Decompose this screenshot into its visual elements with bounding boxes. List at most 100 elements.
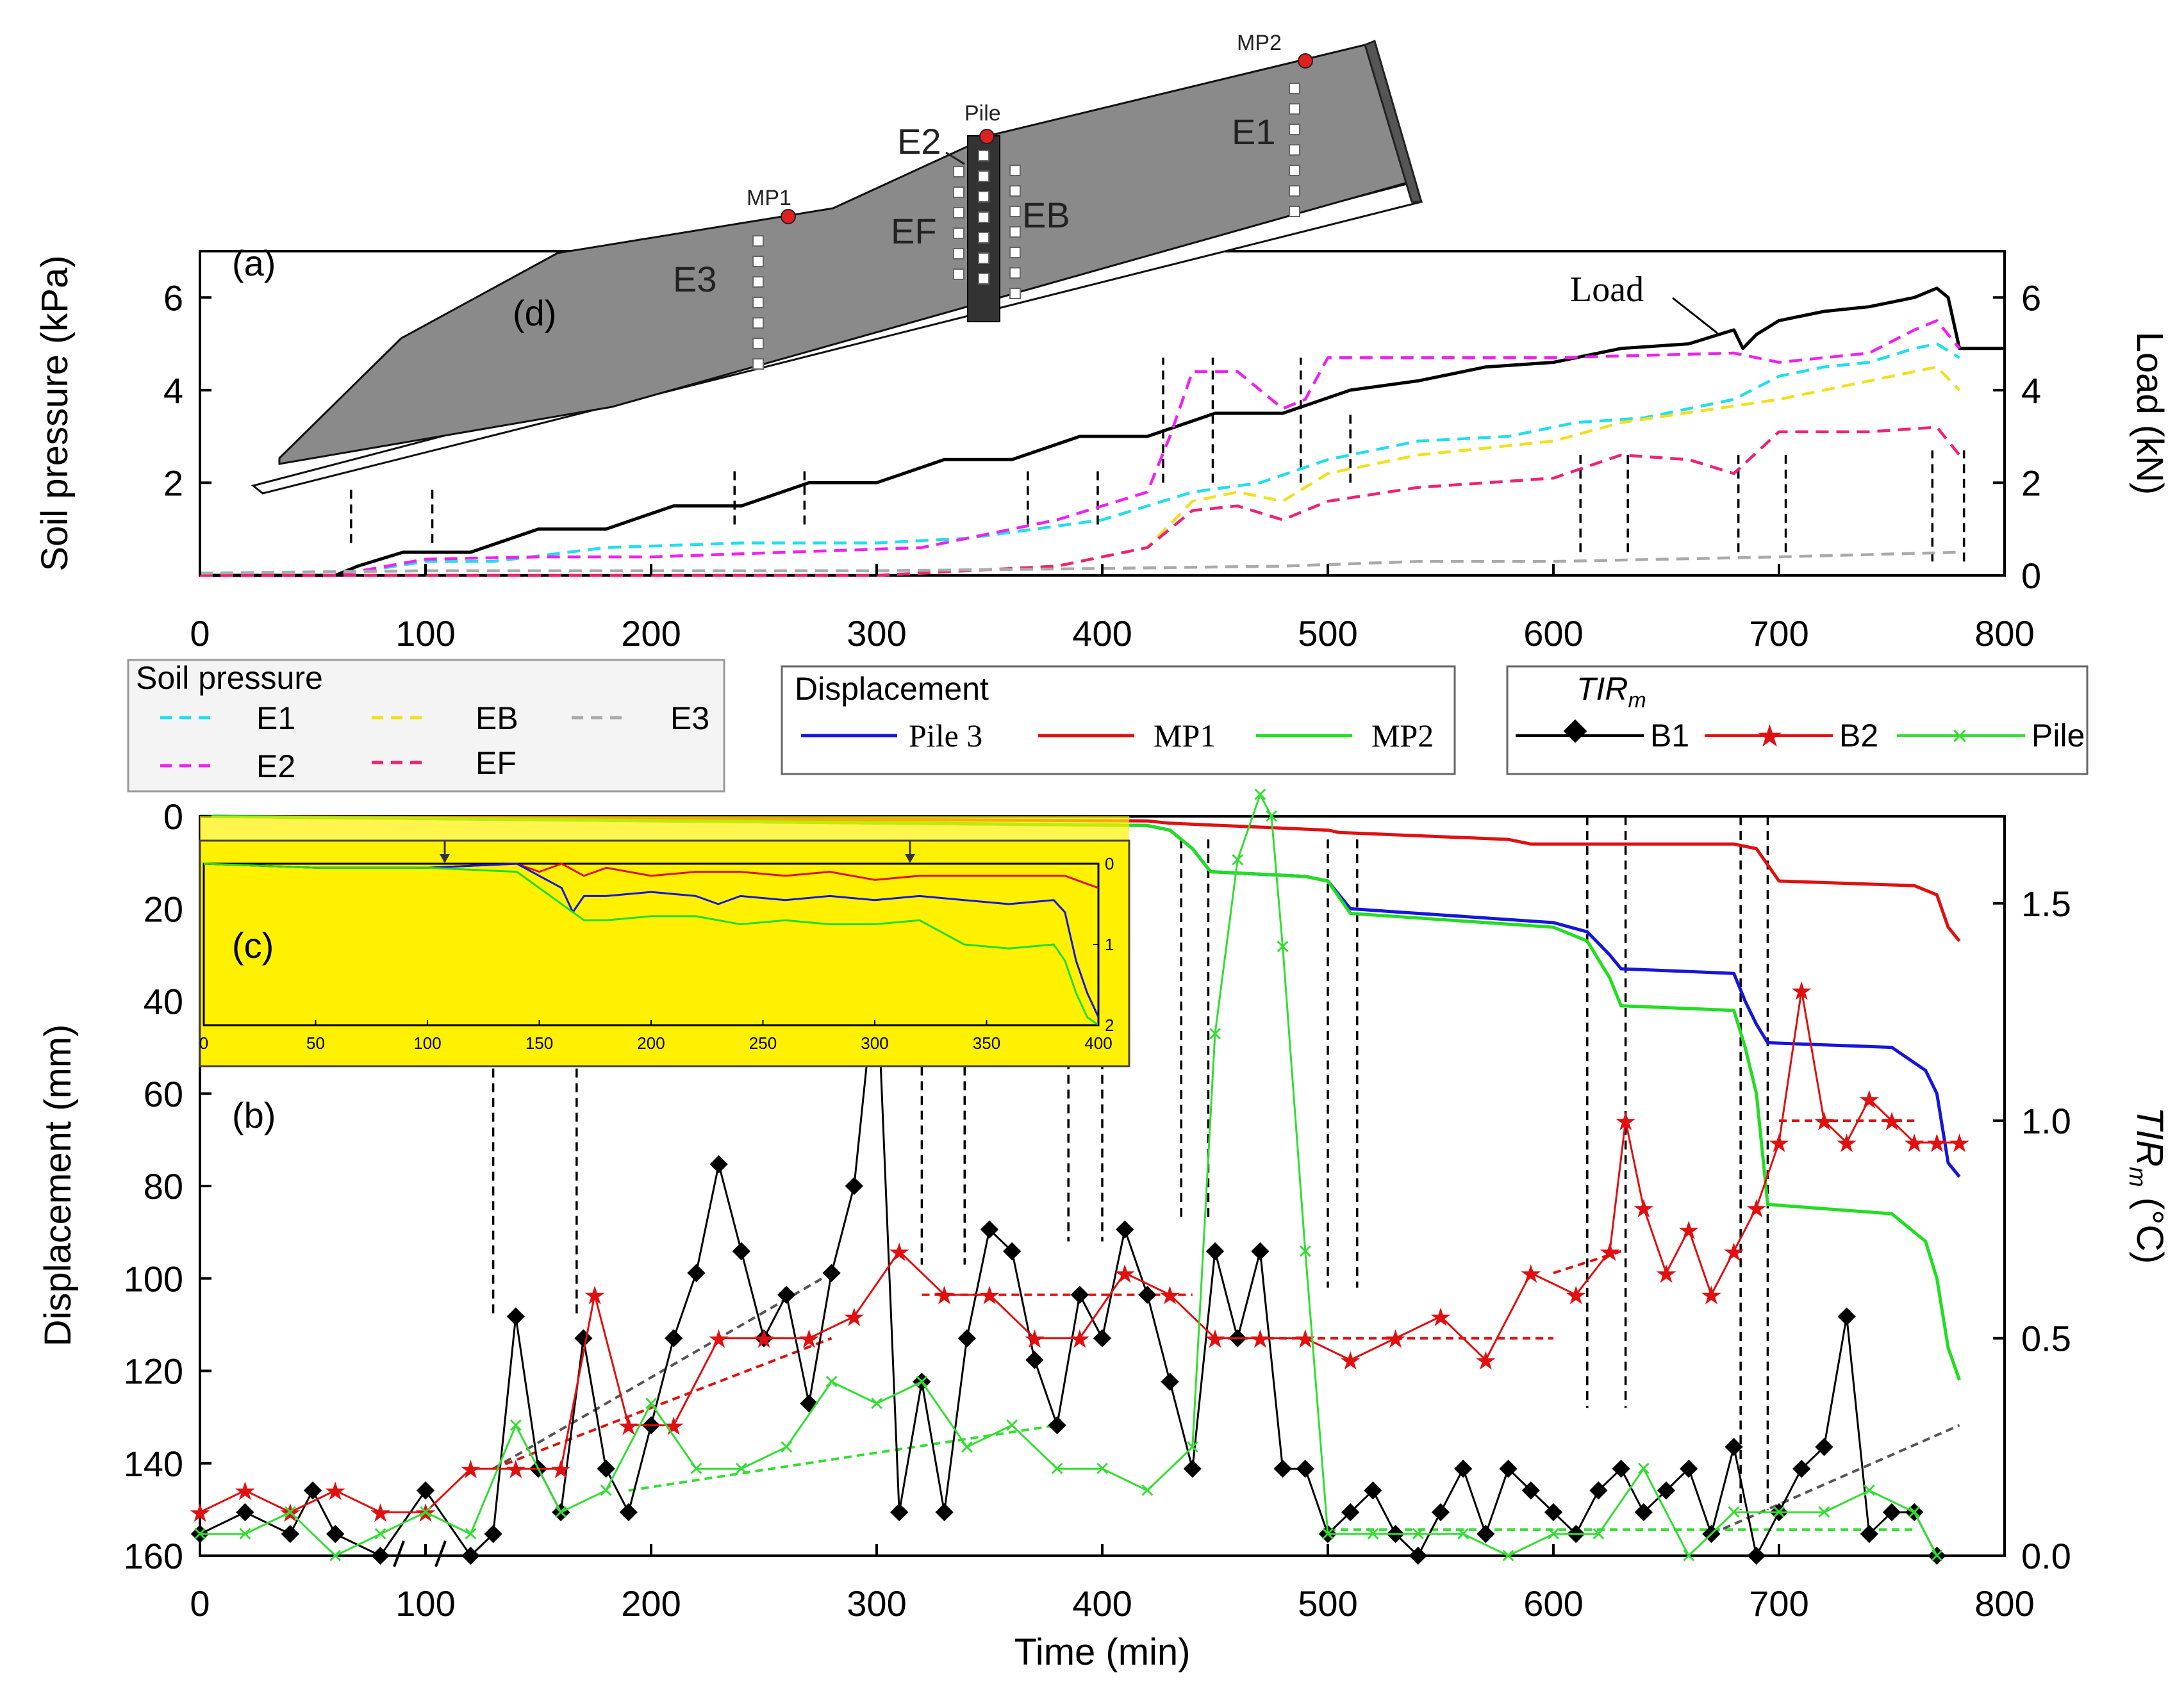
b1-point	[1612, 1460, 1630, 1478]
b1-point	[1431, 1503, 1450, 1522]
b1-point	[1161, 1372, 1179, 1391]
pile-tir-point: ×	[1456, 1520, 1471, 1548]
series-e2	[200, 319, 1961, 577]
b2-point: ★	[233, 1478, 256, 1506]
b2-point: ★	[1677, 1217, 1700, 1245]
panel-b-ytick-label: 40	[144, 982, 183, 1022]
b1-point	[665, 1329, 683, 1347]
pile-tir-point: ×	[1185, 1433, 1200, 1461]
slope-wall	[1364, 39, 1423, 203]
panel-a-series	[199, 286, 2005, 577]
b1-point	[416, 1481, 435, 1500]
b2-point: ★	[617, 1412, 640, 1440]
legend-e2: E2	[256, 748, 295, 784]
sensor-square	[978, 232, 989, 243]
pile-tir-point: ×	[1207, 1019, 1222, 1048]
panel-a-xtick-label: 300	[847, 613, 906, 654]
pile-tir-point: ×	[689, 1454, 704, 1483]
pile-tir-point: ×	[463, 1520, 478, 1548]
inset-series-mp1	[203, 862, 1099, 889]
pile-tir-point: ×	[1230, 846, 1245, 874]
sensor-square	[752, 358, 764, 370]
sensor-square	[752, 235, 764, 247]
b1-point	[980, 1220, 999, 1239]
panel-a-ytick-label: 6	[163, 277, 183, 318]
b1-point	[1138, 1285, 1157, 1304]
pile-tir-point: ×	[1726, 1498, 1741, 1526]
series-load	[200, 286, 2005, 577]
panel-a-y2tick-label: 2	[2021, 463, 2041, 503]
b1-point	[732, 1242, 750, 1260]
panel-a-marks	[350, 358, 1965, 562]
legend-pile3: Pile 3	[909, 718, 982, 754]
pile-tir-point: ×	[1366, 1520, 1380, 1548]
sensor-square	[1009, 185, 1021, 197]
sensor-grid	[752, 83, 1300, 370]
b1-point	[1070, 1285, 1089, 1304]
b2-point: ★	[1248, 1326, 1271, 1354]
panel-b-ytick-label: 20	[144, 889, 183, 929]
b2-point: ★	[188, 1499, 211, 1528]
e2-label: E2	[897, 121, 941, 161]
b1-point	[1093, 1329, 1112, 1347]
b1-point	[1792, 1460, 1811, 1478]
panel-a-xtick-label: 500	[1298, 613, 1357, 654]
pile-tir-point: ×	[1095, 1454, 1109, 1483]
b2-point: ★	[1614, 1108, 1637, 1136]
slope-diagram: MP1 Pile MP2 E1 E2 E3 EF EB (d)	[251, 31, 1423, 495]
pile-tir-point: ×	[1501, 1542, 1516, 1570]
b1-point	[1860, 1524, 1878, 1544]
b1-point	[461, 1546, 480, 1565]
pile-tir-point: ×	[959, 1433, 974, 1461]
panel-c-series	[203, 862, 1100, 1026]
sensor-square	[1289, 185, 1300, 197]
panel-b-y2label: TIRm (°C)	[2124, 1107, 2171, 1264]
panel-b-xtick-label: 800	[1974, 1583, 2034, 1624]
pile-tir-point: ×	[914, 1367, 929, 1396]
legend-soil-pressure: Soil pressure E1 EB E3 E2 EF	[127, 659, 725, 793]
panel-b-ticks: 0 100 200 300 400 500 600 700 800020406080100120…	[124, 796, 2071, 1624]
panel-a-y2tick-label: 0	[2021, 556, 2041, 596]
panel-b-ytick-label: 160	[124, 1536, 183, 1576]
sensor-square	[752, 297, 764, 308]
panel-b-ylabel: Displacement (mm)	[37, 1025, 79, 1347]
pile-tir-point: ×	[1636, 1454, 1651, 1483]
legend-b2: B2	[1839, 718, 1878, 754]
b2-point: ★	[1767, 1130, 1791, 1158]
b2-point: ★	[1723, 1239, 1746, 1267]
sensor-square	[1289, 165, 1300, 176]
panel-b-xlabel: Time (min)	[1014, 1631, 1191, 1673]
b1-point	[935, 1503, 954, 1522]
b1-point	[1725, 1438, 1743, 1456]
panel-b-ytick-label: 100	[124, 1258, 183, 1299]
b1-point	[484, 1524, 502, 1544]
pile-body	[967, 135, 1000, 322]
b1-point	[957, 1329, 976, 1347]
panel-b-xtick-label: 400	[1072, 1583, 1132, 1624]
b1-point	[303, 1481, 322, 1500]
panel-c-label: (c)	[232, 925, 274, 966]
sensor-square	[1289, 83, 1300, 94]
panel-a-ylabel: Soil pressure (kPa)	[34, 255, 76, 571]
b2-point: ★	[1812, 1108, 1835, 1136]
pile-tir-point: ×	[328, 1542, 343, 1570]
b1-point	[1183, 1460, 1202, 1478]
b2-point: ★	[1880, 1108, 1903, 1136]
panel-b: ★★★★★ ★★ ★ ★★★ ★★ ★ ★★★★ ★★ ★★★★ ★ ★★★★★★★★★★★★★★★…	[37, 780, 2171, 1673]
b2-point: ★	[933, 1282, 956, 1310]
b1-point	[1296, 1460, 1314, 1478]
b2-point: ★	[504, 1456, 527, 1484]
pile-tir-point: ×	[283, 1498, 297, 1526]
b2-point: ★	[1598, 1239, 1621, 1267]
panel-b-xtick-label: 200	[621, 1583, 681, 1624]
pile-tir-point: ×	[1546, 1520, 1560, 1548]
b1-point	[1251, 1242, 1270, 1260]
pile-tir-point: ×	[508, 1411, 523, 1439]
series-e3	[199, 550, 1960, 575]
svg-text:×: ×	[1951, 720, 1968, 752]
sensor-square	[752, 317, 764, 329]
sensor-square	[752, 276, 764, 288]
e1-label: E1	[1232, 111, 1276, 152]
pile-tir-point: ×	[1253, 780, 1268, 809]
pile-tir-point: ×	[554, 1498, 568, 1526]
